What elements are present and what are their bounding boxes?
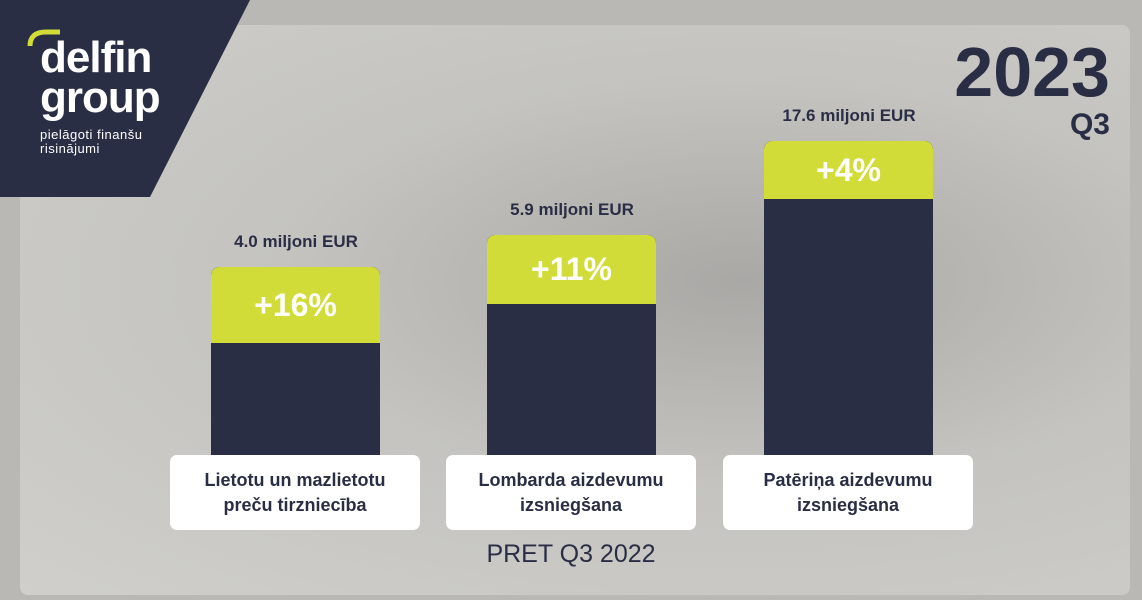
change-band: +4% bbox=[764, 141, 933, 199]
label-line: Patēriņa aizdevumu bbox=[763, 469, 933, 490]
logo-name: delfin bbox=[40, 33, 152, 82]
change-band: +11% bbox=[487, 235, 656, 304]
label-line: Lietotu un mazlietotu bbox=[204, 469, 386, 490]
quarter: Q3 bbox=[1069, 108, 1110, 141]
logo: delfin group pielāgoti finanšu risinājum… bbox=[40, 33, 161, 156]
logo-name: group bbox=[40, 73, 161, 122]
logo-tagline: pielāgoti finanšu bbox=[40, 127, 143, 142]
label-line: Lombarda aizdevumu bbox=[478, 469, 664, 490]
label-line: preču tirzniecība bbox=[223, 494, 367, 515]
bar: +11% bbox=[487, 235, 656, 455]
label-line: izsniegšana bbox=[519, 494, 623, 515]
footer: PRET Q3 2022 bbox=[486, 540, 656, 568]
amount-label: 4.0 miljoni EUR bbox=[234, 232, 358, 251]
segment-label: Lombarda aizdevumu izsniegšana bbox=[446, 455, 696, 530]
logo-accent bbox=[27, 29, 60, 47]
amount-label: 17.6 miljoni EUR bbox=[782, 106, 916, 125]
segment-label: Patēriņa aizdevumu izsniegšana bbox=[723, 455, 973, 530]
logo-panel bbox=[0, 0, 250, 197]
label-line: izsniegšana bbox=[796, 494, 900, 515]
segment-label: Lietotu un mazlietotu preču tirzniecība bbox=[170, 455, 420, 530]
amount-label: 5.9 miljoni EUR bbox=[510, 200, 634, 219]
change-band: +16% bbox=[211, 267, 380, 343]
year: 2023 bbox=[954, 33, 1110, 111]
logo-tagline: risinājumi bbox=[40, 141, 100, 156]
bar: +16% bbox=[211, 267, 380, 455]
logo-shape bbox=[0, 0, 250, 197]
bar: +4% bbox=[764, 141, 933, 455]
